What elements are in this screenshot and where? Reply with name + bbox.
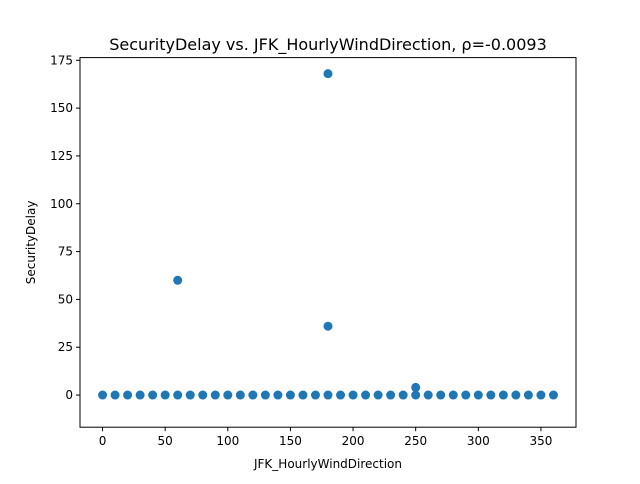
x-tick-label: 150 bbox=[279, 434, 302, 448]
y-tick-label: 100 bbox=[50, 197, 73, 211]
data-point bbox=[473, 390, 483, 400]
data-point bbox=[135, 390, 145, 400]
data-point bbox=[323, 321, 333, 331]
data-point bbox=[160, 390, 170, 400]
data-point bbox=[436, 390, 446, 400]
data-point bbox=[148, 390, 158, 400]
x-tick-label: 50 bbox=[158, 434, 173, 448]
x-tick-label: 100 bbox=[216, 434, 239, 448]
data-point bbox=[548, 390, 558, 400]
y-axis-ticks: 0 25 50 75 100 125 150 175 bbox=[50, 53, 80, 402]
data-point bbox=[461, 390, 471, 400]
y-tick-label: 150 bbox=[50, 101, 73, 115]
x-tick-label: 300 bbox=[467, 434, 490, 448]
data-point bbox=[523, 390, 533, 400]
data-point bbox=[348, 390, 358, 400]
data-point bbox=[198, 390, 208, 400]
x-tick-label: 0 bbox=[99, 434, 107, 448]
data-point bbox=[323, 69, 333, 79]
data-point bbox=[386, 390, 396, 400]
data-point bbox=[185, 390, 195, 400]
x-axis-label: JFK_HourlyWindDirection bbox=[253, 457, 402, 471]
data-point bbox=[223, 390, 233, 400]
y-tick-label: 175 bbox=[50, 53, 73, 67]
y-tick-label: 25 bbox=[58, 340, 73, 354]
data-point bbox=[285, 390, 295, 400]
data-point bbox=[248, 390, 258, 400]
data-point bbox=[336, 390, 346, 400]
data-point bbox=[411, 382, 421, 392]
x-tick-label: 200 bbox=[342, 434, 365, 448]
data-point bbox=[310, 390, 320, 400]
data-point bbox=[511, 390, 521, 400]
y-tick-label: 0 bbox=[65, 388, 73, 402]
data-point bbox=[210, 390, 220, 400]
data-point bbox=[498, 390, 508, 400]
plot-frame bbox=[79, 57, 577, 428]
data-point bbox=[123, 390, 133, 400]
x-tick-label: 350 bbox=[529, 434, 552, 448]
data-point bbox=[323, 390, 333, 400]
data-point bbox=[373, 390, 383, 400]
y-axis-label: SecurityDelay bbox=[24, 201, 38, 285]
y-tick-label: 75 bbox=[58, 245, 73, 259]
data-point bbox=[423, 390, 433, 400]
data-point bbox=[448, 390, 458, 400]
data-point bbox=[273, 390, 283, 400]
data-point bbox=[235, 390, 245, 400]
data-point bbox=[398, 390, 408, 400]
data-point bbox=[298, 390, 308, 400]
data-point bbox=[173, 390, 183, 400]
data-point bbox=[110, 390, 120, 400]
data-points bbox=[98, 69, 558, 400]
data-point bbox=[260, 390, 270, 400]
data-point bbox=[536, 390, 546, 400]
y-tick-label: 125 bbox=[50, 149, 73, 163]
data-point bbox=[361, 390, 371, 400]
chart-title: SecurityDelay vs. JFK_HourlyWindDirectio… bbox=[109, 35, 547, 55]
x-axis-ticks: 0 50 100 150 200 250 300 350 bbox=[99, 427, 552, 448]
x-tick-label: 250 bbox=[404, 434, 427, 448]
data-point bbox=[411, 390, 421, 400]
data-point bbox=[486, 390, 496, 400]
y-tick-label: 50 bbox=[58, 292, 73, 306]
data-point bbox=[173, 275, 183, 285]
data-point bbox=[98, 390, 108, 400]
